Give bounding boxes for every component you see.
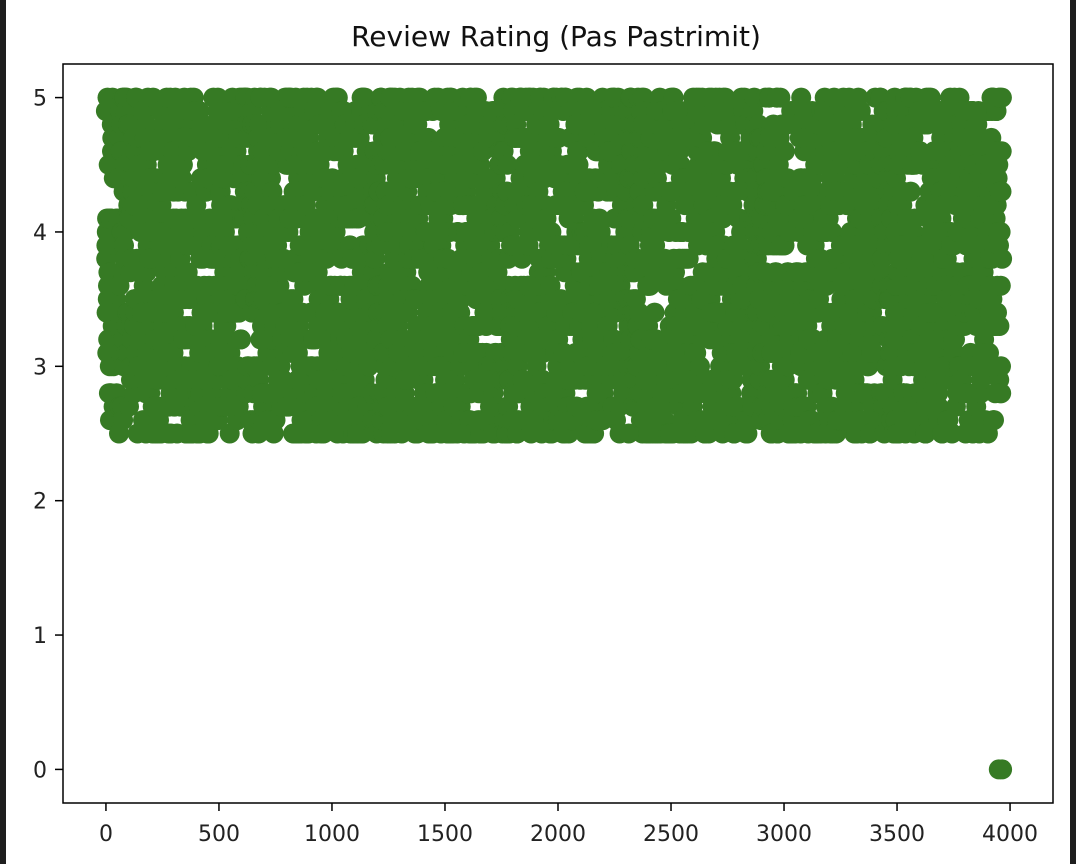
data-point (231, 329, 251, 350)
data-point (770, 87, 791, 108)
data-point (991, 181, 1012, 202)
y-tick-label: 3 (33, 355, 47, 380)
data-point (690, 356, 710, 377)
data-point (863, 342, 884, 363)
data-point (989, 316, 1010, 336)
x-tick-label: 2500 (643, 822, 699, 847)
x-tick-label: 3500 (869, 822, 925, 847)
x-axis: 0 500 1000 1500 2000 2500 3000 3500 4000 (99, 803, 1038, 847)
data-point (618, 423, 639, 444)
points-layer (95, 87, 1013, 780)
x-tick-label: 500 (198, 822, 240, 847)
scatter-chart: Review Rating (Pas Pastrimit) 0 500 1000 15… (33, 20, 1054, 847)
x-tick-label: 3000 (756, 822, 812, 847)
x-tick-label: 1500 (417, 822, 473, 847)
data-point (984, 410, 1004, 431)
y-tick-label: 4 (33, 221, 47, 246)
data-point (991, 87, 1012, 108)
y-axis: 0 1 2 3 4 5 (33, 87, 63, 783)
x-tick-label: 1000 (304, 822, 360, 847)
x-tick-label: 2000 (530, 822, 586, 847)
data-point (991, 141, 1012, 162)
chart-frame: Review Rating (Pas Pastrimit) 0 500 1000 15… (6, 0, 1070, 864)
y-tick-label: 5 (33, 87, 47, 112)
data-point (644, 302, 665, 323)
data-point (307, 87, 328, 108)
data-point (992, 759, 1013, 780)
data-point (990, 275, 1011, 296)
data-point (904, 208, 925, 229)
data-point (643, 262, 664, 283)
data-point (497, 154, 518, 175)
data-point (900, 181, 921, 202)
data-point (991, 383, 1012, 404)
data-point (734, 289, 755, 310)
data-point (774, 141, 795, 162)
data-point (990, 222, 1011, 242)
y-tick-label: 0 (33, 758, 47, 783)
x-tick-label: 4000 (982, 822, 1038, 847)
chart-title: Review Rating (Pas Pastrimit) (351, 20, 761, 53)
y-tick-label: 1 (33, 624, 47, 649)
x-tick-label: 0 (99, 822, 113, 847)
data-point (850, 101, 871, 121)
data-point (991, 356, 1011, 377)
y-tick-label: 2 (33, 490, 47, 515)
data-point (992, 248, 1013, 269)
